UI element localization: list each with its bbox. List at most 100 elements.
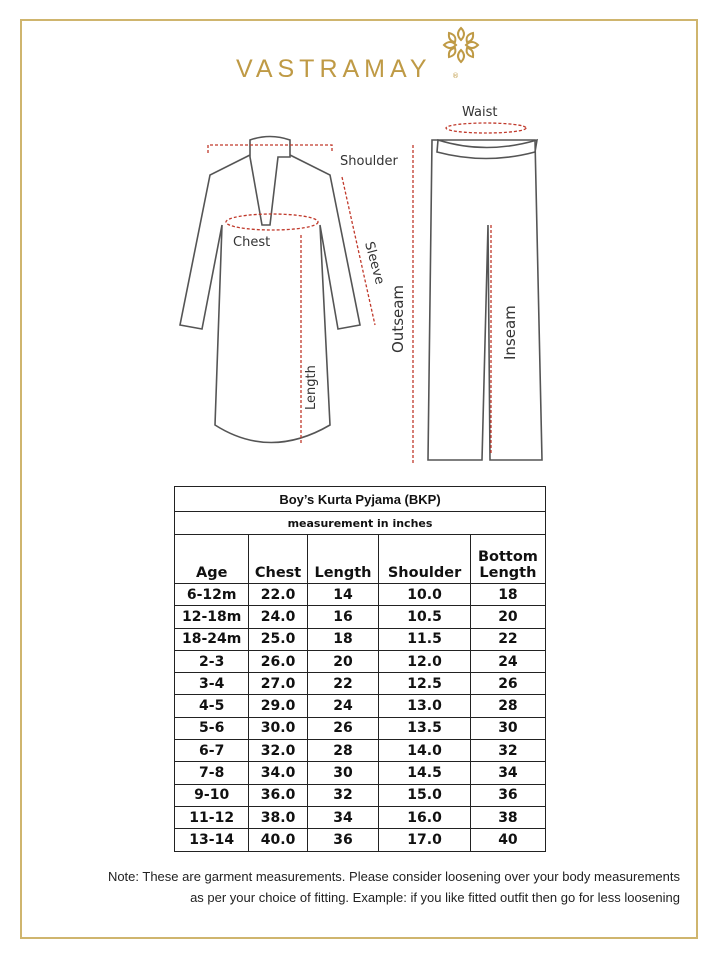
table-row: 11-12 38.0 34 16.0 38	[173, 805, 547, 830]
size-chart-table: Boy’s Kurta Pyjama (BKP) measurement in …	[173, 486, 547, 852]
table-cell: 30.0	[248, 716, 308, 741]
table-cell: 12.5	[378, 672, 471, 696]
table-cell: 18	[306, 627, 380, 651]
table-cell: 40.0	[248, 828, 308, 852]
table-cell: 13.5	[378, 716, 471, 741]
table-subtitle: measurement in inches	[174, 511, 546, 535]
kurta-drawing	[179, 135, 361, 444]
table-cell: 4-5	[173, 694, 250, 718]
label-shoulder: Shoulder	[340, 154, 399, 169]
table-cell: 14.5	[378, 761, 471, 785]
table-row: 13-14 40.0 36 17.0 40	[173, 828, 547, 852]
header-text: Shoulder	[387, 565, 462, 581]
table-row: 7-8 34.0 30 14.5 34	[173, 761, 547, 785]
table-cell: 34.0	[248, 761, 308, 785]
table-cell: 22.0	[248, 582, 308, 607]
fitting-note: Note: These are garment measurements. Pl…	[20, 866, 680, 908]
table-row: 6-7 32.0 28 14.0 32	[173, 739, 547, 763]
table-row: 18-24m 25.0 18 11.5 22	[173, 627, 547, 651]
table-cell: 12.0	[378, 649, 471, 674]
label-sleeve: Sleeve	[361, 240, 387, 286]
table-cell: 26	[306, 716, 380, 741]
table-title: Boy’s Kurta Pyjama (BKP)	[174, 486, 546, 512]
table-cell: 28	[469, 694, 547, 718]
brand-flower-icon	[442, 26, 480, 64]
label-waist: Waist	[462, 105, 497, 120]
table-cell: 30	[469, 716, 547, 741]
label-chest: Chest	[233, 235, 270, 250]
table-cell: 17.0	[378, 828, 471, 852]
table-cell: 25.0	[248, 627, 308, 651]
table-cell: 11-12	[173, 805, 250, 830]
header-text: Length	[314, 565, 372, 581]
table-cell: 29.0	[248, 694, 308, 718]
measure-lines	[207, 122, 527, 465]
label-outseam: Outseam	[389, 285, 407, 353]
table-row: 2-3 26.0 20 12.0 24	[173, 649, 547, 674]
table-cell: 14	[306, 582, 380, 607]
table-cell: 36	[469, 783, 547, 807]
column-header: Shoulder	[378, 534, 471, 584]
page-border	[20, 19, 698, 939]
table-cell: 32.0	[248, 739, 308, 763]
table-cell: 13-14	[173, 828, 250, 852]
header-text: Chest	[254, 565, 302, 581]
table-row: 4-5 29.0 24 13.0 28	[173, 694, 547, 718]
header-top-text: Bottom	[477, 549, 538, 565]
table-cell: 10.0	[378, 582, 471, 607]
table-cell: 38.0	[248, 805, 308, 830]
table-cell: 30	[306, 761, 380, 785]
table-cell: 12-18m	[173, 605, 250, 629]
column-header: Bottom Length	[469, 534, 547, 584]
garment-diagram: Shoulder Chest Sleeve Length Waist Outse…	[179, 105, 543, 465]
table-cell: 16.0	[378, 805, 471, 830]
table-cell: 13.0	[378, 694, 471, 718]
table-cell: 36.0	[248, 783, 308, 807]
table-cell: 38	[469, 805, 547, 830]
table-cell: 15.0	[378, 783, 471, 807]
table-cell: 2-3	[173, 649, 250, 674]
table-cell: 34	[306, 805, 380, 830]
table-cell: 24	[306, 694, 380, 718]
table-cell: 32	[306, 783, 380, 807]
column-header: Age	[173, 534, 250, 584]
table-row: 12-18m 24.0 16 10.5 20	[173, 605, 547, 629]
table-cell: 9-10	[173, 783, 250, 807]
table-cell: 18	[469, 582, 547, 607]
table-cell: 22	[469, 627, 547, 651]
table-cell: 10.5	[378, 605, 471, 629]
table-cell: 5-6	[173, 716, 250, 741]
registered-mark: ®	[452, 72, 459, 80]
table-header-row: Age Chest Length Shoulder Bottom Length	[173, 534, 547, 584]
table-cell: 11.5	[378, 627, 471, 651]
pyjama-drawing	[427, 138, 543, 461]
table-cell: 6-12m	[173, 582, 250, 607]
table-row: 3-4 27.0 22 12.5 26	[173, 672, 547, 696]
note-line-1: Note: These are garment measurements. Pl…	[107, 869, 680, 884]
table-cell: 34	[469, 761, 547, 785]
table-cell: 16	[306, 605, 380, 629]
header-text: Length	[479, 565, 537, 581]
brand-logo: VASTRAMAY	[236, 55, 432, 83]
table-row: 5-6 30.0 26 13.5 30	[173, 716, 547, 741]
table-cell: 40	[469, 828, 547, 852]
label-length: Length	[304, 365, 319, 410]
note-line-2: as per your choice of fitting. Example: …	[190, 890, 680, 905]
table-cell: 24	[469, 649, 547, 674]
table-cell: 27.0	[248, 672, 308, 696]
table-cell: 18-24m	[173, 627, 250, 651]
table-cell: 14.0	[378, 739, 471, 763]
table-cell: 20	[306, 649, 380, 674]
table-cell: 36	[306, 828, 380, 852]
table-row: 9-10 36.0 32 15.0 36	[173, 783, 547, 807]
label-inseam: Inseam	[501, 305, 519, 360]
table-cell: 22	[306, 672, 380, 696]
table-cell: 28	[306, 739, 380, 763]
table-cell: 24.0	[248, 605, 308, 629]
table-cell: 20	[469, 605, 547, 629]
table-cell: 3-4	[173, 672, 250, 696]
header-text: Age	[195, 565, 228, 581]
table-cell: 32	[469, 739, 547, 763]
table-cell: 6-7	[173, 739, 250, 763]
table-cell: 26	[469, 672, 547, 696]
